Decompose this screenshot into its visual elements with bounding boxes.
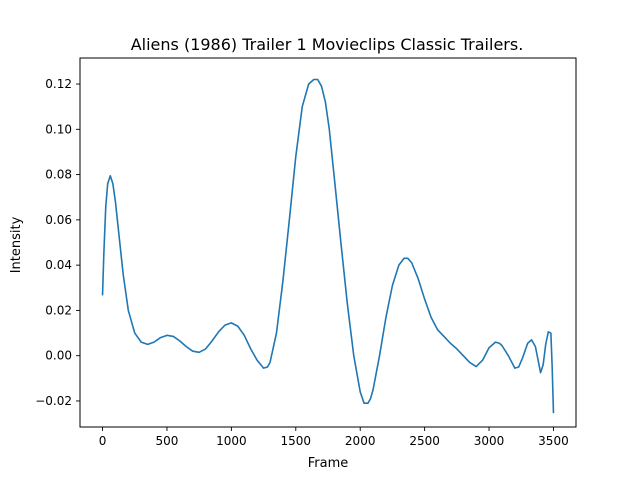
x-tick-label: 3000 <box>474 434 505 448</box>
x-tick-label: 0 <box>99 434 107 448</box>
y-tick-label: 0.00 <box>45 349 72 363</box>
y-tick-label: 0.02 <box>45 303 72 317</box>
x-tick-label: 500 <box>156 434 179 448</box>
y-tick-label: 0.12 <box>45 77 72 91</box>
y-tick-label: 0.06 <box>45 213 72 227</box>
x-axis-ticks: 0 500 1000 1500 2000 2500 3000 3500 <box>99 427 569 448</box>
plot-area <box>101 78 555 414</box>
series-line <box>101 78 555 414</box>
x-tick-label: 3500 <box>538 434 569 448</box>
x-tick-label: 1000 <box>216 434 247 448</box>
x-tick-label: 2000 <box>345 434 376 448</box>
y-tick-label: 0.04 <box>45 258 72 272</box>
chart-title: Aliens (1986) Trailer 1 Movieclips Class… <box>131 35 524 54</box>
y-tick-label: 0.10 <box>45 122 72 136</box>
y-tick-label: 0.08 <box>45 168 72 182</box>
x-axis-label: Frame <box>308 456 349 471</box>
y-axis-ticks: −0.02 0.00 0.02 0.04 0.06 0.08 0.10 0.12 <box>35 77 80 408</box>
y-tick-label: −0.02 <box>35 394 72 408</box>
y-axis-label: Intensity <box>9 216 24 273</box>
axes-frame <box>79 57 577 428</box>
x-tick-label: 1500 <box>281 434 312 448</box>
x-tick-label: 2500 <box>409 434 440 448</box>
